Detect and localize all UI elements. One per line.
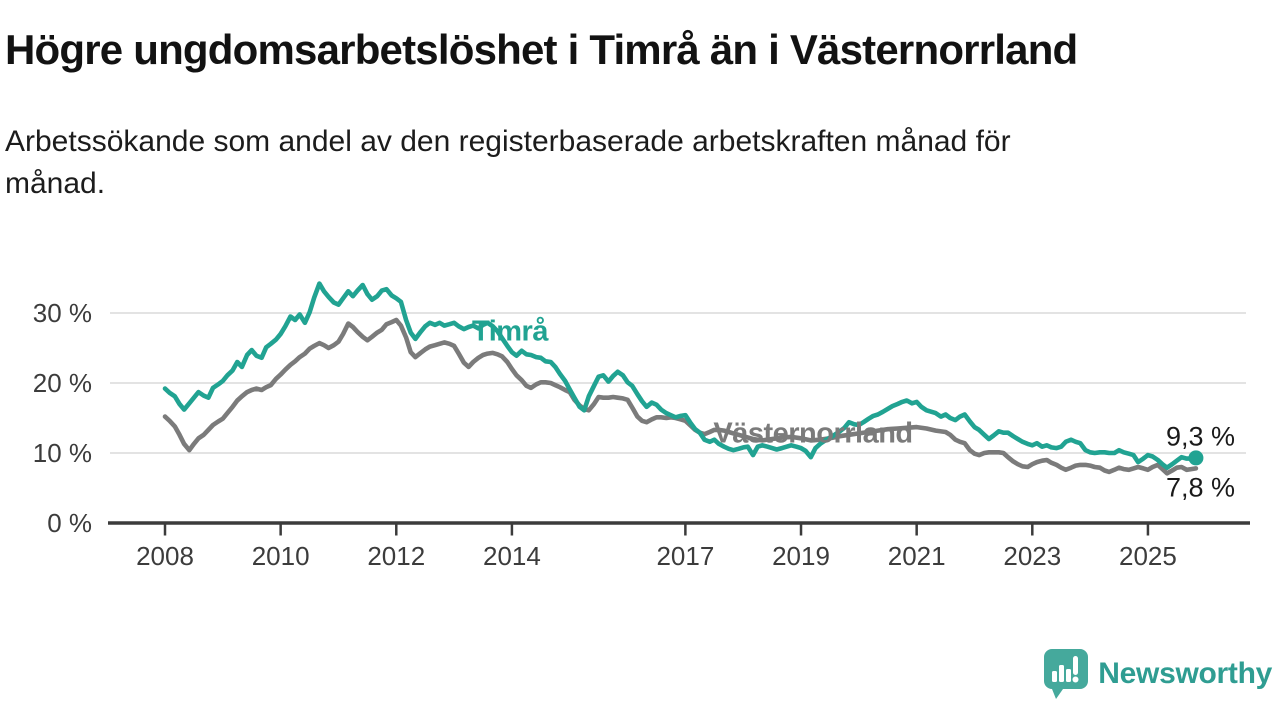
newsworthy-logo: Newsworthy — [1043, 648, 1272, 700]
x-axis — [108, 521, 1250, 536]
newsworthy-logo-icon — [1044, 649, 1089, 699]
series-lines — [162, 281, 1204, 476]
end-value-label-timra: 9,3 % — [1166, 421, 1236, 452]
x-tick-label-2010: 2010 — [252, 541, 310, 571]
x-tick-label-2012: 2012 — [367, 541, 425, 571]
chart-title: Högre ungdomsarbetslöshet i Timrå än i V… — [5, 26, 1078, 73]
axis-tick-labels: 0 % 10 % 20 % 30 % 2008 2010 2012 2014 2017 2019 2… — [33, 298, 1177, 571]
chart-subtitle: Arbetssökande som andel av den registerb… — [5, 121, 1225, 205]
x-tick-label-2017: 2017 — [656, 541, 714, 571]
x-tick-label-2021: 2021 — [888, 541, 946, 571]
x-tick-label-2019: 2019 — [772, 541, 830, 571]
y-tick-label-20: 20 % — [33, 368, 92, 398]
y-tick-label-0: 0 % — [47, 508, 92, 538]
chart-subtitle-line-2: månad. — [5, 167, 106, 200]
chart-subtitle-line-1: Arbetssökande som andel av den registerb… — [5, 125, 1011, 158]
newsworthy-logo-text: Newsworthy — [1098, 657, 1272, 690]
x-tick-label-2008: 2008 — [136, 541, 194, 571]
x-tick-label-2023: 2023 — [1003, 541, 1061, 571]
x-tick-label-2025: 2025 — [1119, 541, 1177, 571]
end-value-label-vasternorrland: 7,8 % — [1166, 472, 1236, 503]
series-line-vsternorrland — [162, 317, 1199, 476]
series-line-timr — [162, 281, 1199, 471]
x-tick-label-2014: 2014 — [483, 541, 541, 571]
series-end-dot — [1188, 450, 1204, 466]
y-tick-label-10: 10 % — [33, 438, 92, 468]
series-label-timra: Timrå — [472, 315, 548, 348]
series-label-vasternorrland: Västernorrland — [713, 417, 913, 450]
y-tick-label-30: 30 % — [33, 298, 92, 328]
